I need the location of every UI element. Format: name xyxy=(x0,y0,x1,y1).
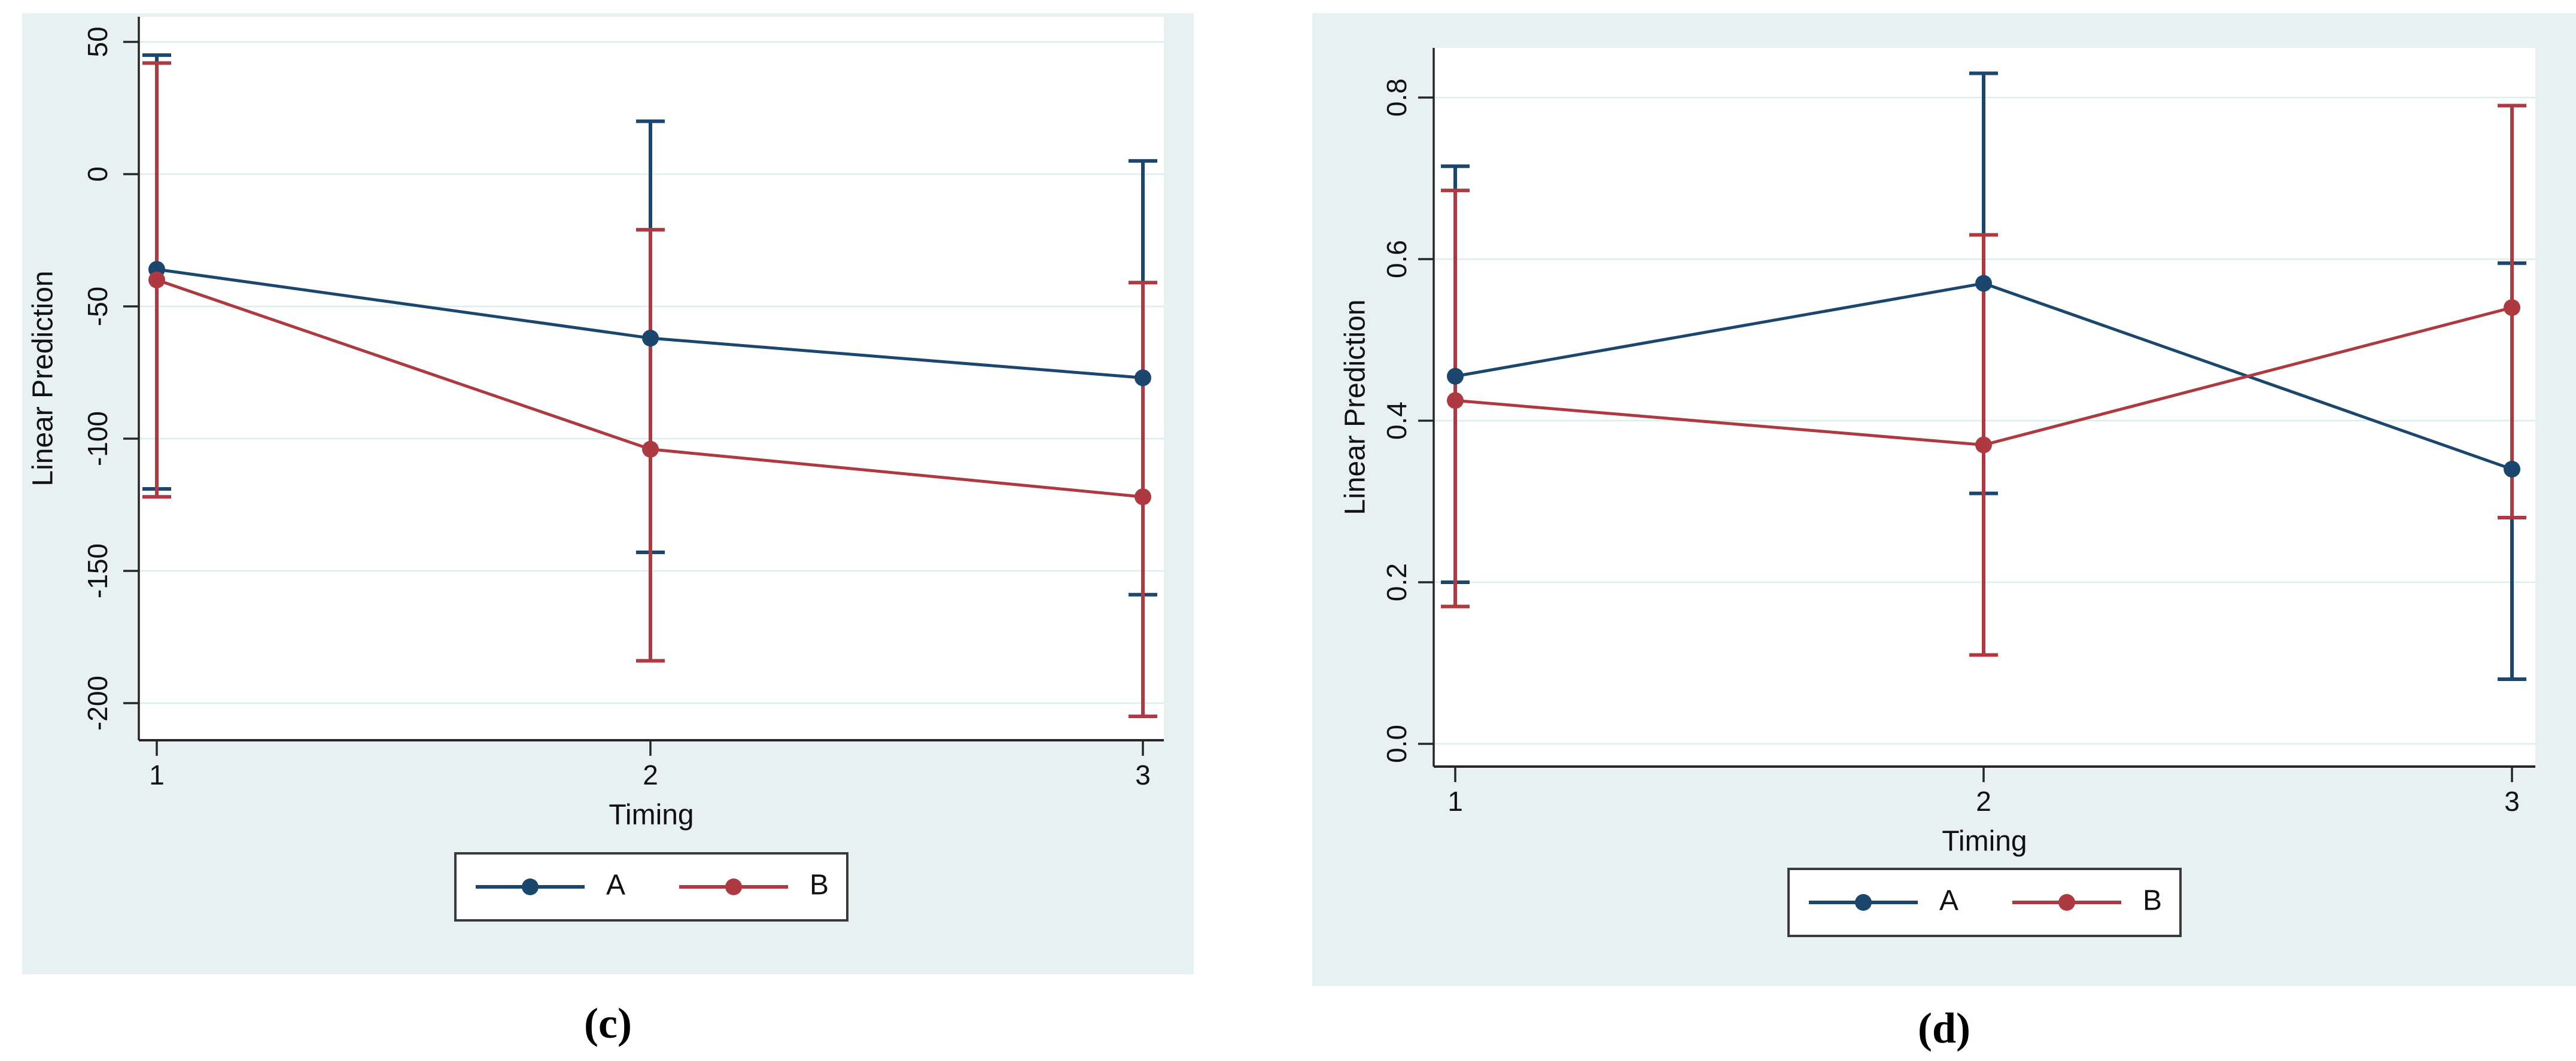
y-axis-title: Linear Prediction xyxy=(28,270,59,486)
x-tick-label: 1 xyxy=(1447,786,1463,817)
x-tick-label: 2 xyxy=(643,759,658,791)
y-tick-label: -50 xyxy=(82,287,113,326)
chart-c-panel: 50 0 -50 -100 -150 -200 1 2 3 Timing Linear Predic… xyxy=(22,13,1194,974)
y-tick-label: -150 xyxy=(82,543,113,598)
chart-d-panel: 0.8 0.6 0.4 0.2 0.0 1 2 3 Timing Linear Predictio… xyxy=(1312,13,2576,986)
data-point-B xyxy=(2504,299,2520,316)
x-axis-title: Timing xyxy=(1942,826,2027,858)
x-tick-label: 1 xyxy=(149,759,165,791)
x-tick-label: 2 xyxy=(1976,786,1991,817)
legend-marker-B xyxy=(725,878,742,895)
data-point-B xyxy=(1447,392,1464,409)
chart-c: 50 0 -50 -100 -150 -200 1 2 3 Timing Linear Predic… xyxy=(28,17,1164,922)
chart-d: 0.8 0.6 0.4 0.2 0.0 1 2 3 Timing Linear Predictio… xyxy=(1340,48,2535,937)
y-tick-label: 50 xyxy=(82,26,113,57)
x-axis-title: Timing xyxy=(609,799,694,831)
data-point-B xyxy=(1135,488,1151,506)
legend-marker-A xyxy=(1855,894,1872,911)
data-point-B xyxy=(642,440,659,458)
x-tick-label: 3 xyxy=(2504,786,2520,817)
legend-label-B: B xyxy=(2143,885,2162,917)
data-point-A xyxy=(1135,369,1151,387)
data-point-A xyxy=(1975,275,1992,292)
y-tick-label: 0.0 xyxy=(1381,725,1412,763)
legend-marker-A xyxy=(522,878,539,895)
y-tick-label: 0.2 xyxy=(1381,563,1412,601)
caption-c: (c) xyxy=(584,999,632,1047)
legend-label-A: A xyxy=(606,870,625,901)
y-tick-label: 0.8 xyxy=(1381,78,1412,117)
x-tick-label: 3 xyxy=(1135,759,1151,791)
caption-d: (d) xyxy=(1918,1004,1970,1052)
y-axis-title: Linear Prediction xyxy=(1340,299,1371,515)
y-tick-label: 0.4 xyxy=(1381,402,1412,440)
data-point-A xyxy=(1447,367,1464,385)
data-point-A xyxy=(2504,461,2520,478)
data-point-A xyxy=(642,330,659,347)
y-tick-label: 0.6 xyxy=(1381,240,1412,278)
data-point-B xyxy=(148,271,165,288)
y-tick-label: -200 xyxy=(82,676,113,731)
legend-label-A: A xyxy=(1939,885,1958,917)
data-point-B xyxy=(1975,436,1992,454)
legend-label-B: B xyxy=(810,870,829,901)
legend-marker-B xyxy=(2058,894,2075,911)
y-tick-label: -100 xyxy=(82,411,113,466)
y-tick-label: 0 xyxy=(82,166,113,182)
